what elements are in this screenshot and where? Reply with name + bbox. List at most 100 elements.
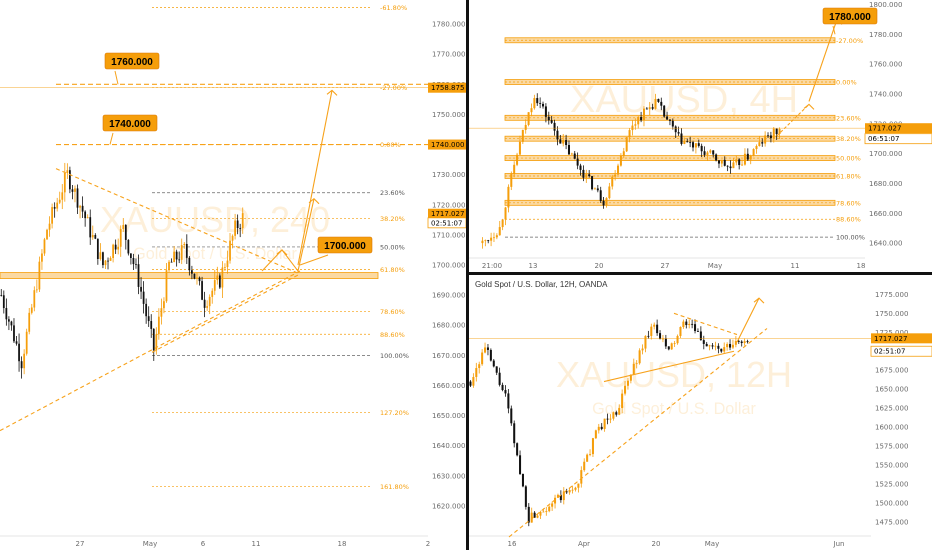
- countdown-tag: [864, 133, 932, 145]
- candle-body: [667, 346, 670, 350]
- candle-body: [611, 176, 614, 187]
- candle-body: [25, 331, 28, 354]
- candle-body: [518, 141, 521, 155]
- fib-level-label: 50.00%: [836, 155, 861, 163]
- candle-body: [726, 165, 729, 167]
- candle-body: [469, 381, 472, 386]
- candle-body: [8, 319, 10, 322]
- callout-box: [317, 236, 373, 254]
- candle-body: [226, 260, 229, 268]
- price-tag-label: 1717.027: [874, 335, 907, 343]
- y-tick-label: 1525.000: [875, 480, 908, 488]
- candle-body: [645, 108, 648, 110]
- candle-body: [521, 473, 524, 487]
- bottom-right-chart-panel[interactable]: XAUUSD, 12H Gold Spot / U.S. Dollar 1775.0…: [469, 275, 932, 550]
- candle-body: [484, 347, 487, 353]
- y-tick-label: 1700.000: [432, 262, 465, 270]
- candle-body: [216, 275, 219, 281]
- ascending-support-trendline: [508, 328, 768, 538]
- callout-box: [822, 7, 878, 25]
- fib-level-label: -27.00%: [836, 37, 863, 45]
- candle-body: [556, 130, 559, 140]
- candle-body: [653, 324, 656, 327]
- y-tick-label: 1725.000: [875, 329, 908, 337]
- callout-box: [104, 52, 160, 70]
- candle-body: [647, 335, 650, 337]
- candle-body: [145, 303, 148, 317]
- candle-body: [137, 264, 140, 287]
- candle-body: [28, 312, 31, 332]
- candle-body: [573, 153, 576, 159]
- countdown-label: 02:51:07: [431, 219, 462, 227]
- candle-body: [596, 188, 599, 191]
- triangle-lower-trendline: [0, 270, 301, 432]
- candle-body: [635, 363, 638, 365]
- bottom-right-candlestick-chart[interactable]: XAUUSD, 12H Gold Spot / U.S. Dollar 1775.0…: [469, 275, 932, 550]
- candle-body: [624, 385, 627, 394]
- candle-body: [193, 273, 196, 279]
- y-tick-label: 1625.000: [875, 405, 908, 413]
- candle-body: [651, 107, 654, 109]
- candle-body: [481, 352, 484, 365]
- candle-body: [676, 335, 679, 344]
- fib-level-label: 88.60%: [380, 331, 405, 339]
- candle-body: [654, 98, 657, 109]
- price-tag-label: 1740.000: [431, 141, 464, 149]
- candle-body: [732, 162, 735, 169]
- watermark-symbol: XAUUSD, 4H: [570, 79, 798, 121]
- left-chart-panel[interactable]: XAUUSD, 240 Gold Spot / U.S. Dollar 1780.0…: [0, 0, 466, 550]
- candle-body: [229, 240, 231, 261]
- callout-box: [102, 114, 158, 132]
- candle-body: [218, 275, 221, 288]
- candle-body: [740, 341, 743, 344]
- candle-body: [178, 259, 181, 261]
- candle-body: [743, 341, 746, 344]
- projection-arrowhead: [326, 89, 338, 96]
- candle-body: [119, 229, 122, 247]
- candle-body: [574, 487, 577, 490]
- candle-body: [758, 142, 761, 147]
- candle-body: [666, 116, 669, 120]
- candle-body: [211, 290, 214, 297]
- candle-body: [490, 237, 493, 241]
- candle-body: [625, 137, 628, 152]
- candle-body: [720, 159, 723, 164]
- y-tick-label: 1780.000: [432, 21, 465, 29]
- candle-body: [487, 240, 490, 242]
- x-tick-label: Jun: [833, 540, 845, 548]
- candle-body: [594, 430, 597, 439]
- candle-body: [717, 345, 720, 349]
- fib-level-label: 100.00%: [380, 352, 409, 360]
- y-tick-label: 1600.000: [875, 424, 908, 432]
- candle-body: [89, 217, 92, 238]
- candle-body: [668, 119, 671, 121]
- candle-body: [612, 412, 615, 419]
- candle-body: [157, 316, 160, 335]
- top-right-chart-panel[interactable]: XAUUSD, 4H 1800.000 1780.000 1760.000 1740.0…: [469, 0, 932, 272]
- candle-body: [492, 360, 495, 367]
- candle-body: [221, 267, 224, 288]
- price-projection-to-target: [297, 90, 333, 266]
- price-tag-label: 1717.027: [868, 125, 901, 133]
- candle-body: [241, 213, 244, 229]
- top-right-candlestick-chart[interactable]: XAUUSD, 4H 1800.000 1780.000 1760.000 1740.0…: [469, 0, 932, 272]
- candle-body: [588, 174, 591, 177]
- y-tick-label: 1670.000: [432, 352, 465, 360]
- y-tick-label: 1775.000: [875, 291, 908, 299]
- candle-body: [234, 220, 236, 236]
- candle-body: [489, 349, 492, 361]
- candle-body: [734, 341, 737, 345]
- candle-body: [694, 143, 697, 148]
- candle-body: [472, 376, 475, 386]
- candle-body: [729, 344, 732, 348]
- fib-level-label: -27.00%: [380, 84, 407, 92]
- candle-body: [475, 368, 478, 377]
- candle-body: [539, 103, 542, 104]
- candle-body: [530, 512, 533, 523]
- x-tick-label: Apr: [578, 540, 590, 548]
- candle-body: [622, 151, 625, 156]
- candle-body: [589, 454, 592, 455]
- price-projection-path: [261, 198, 315, 273]
- candle-body: [626, 380, 629, 386]
